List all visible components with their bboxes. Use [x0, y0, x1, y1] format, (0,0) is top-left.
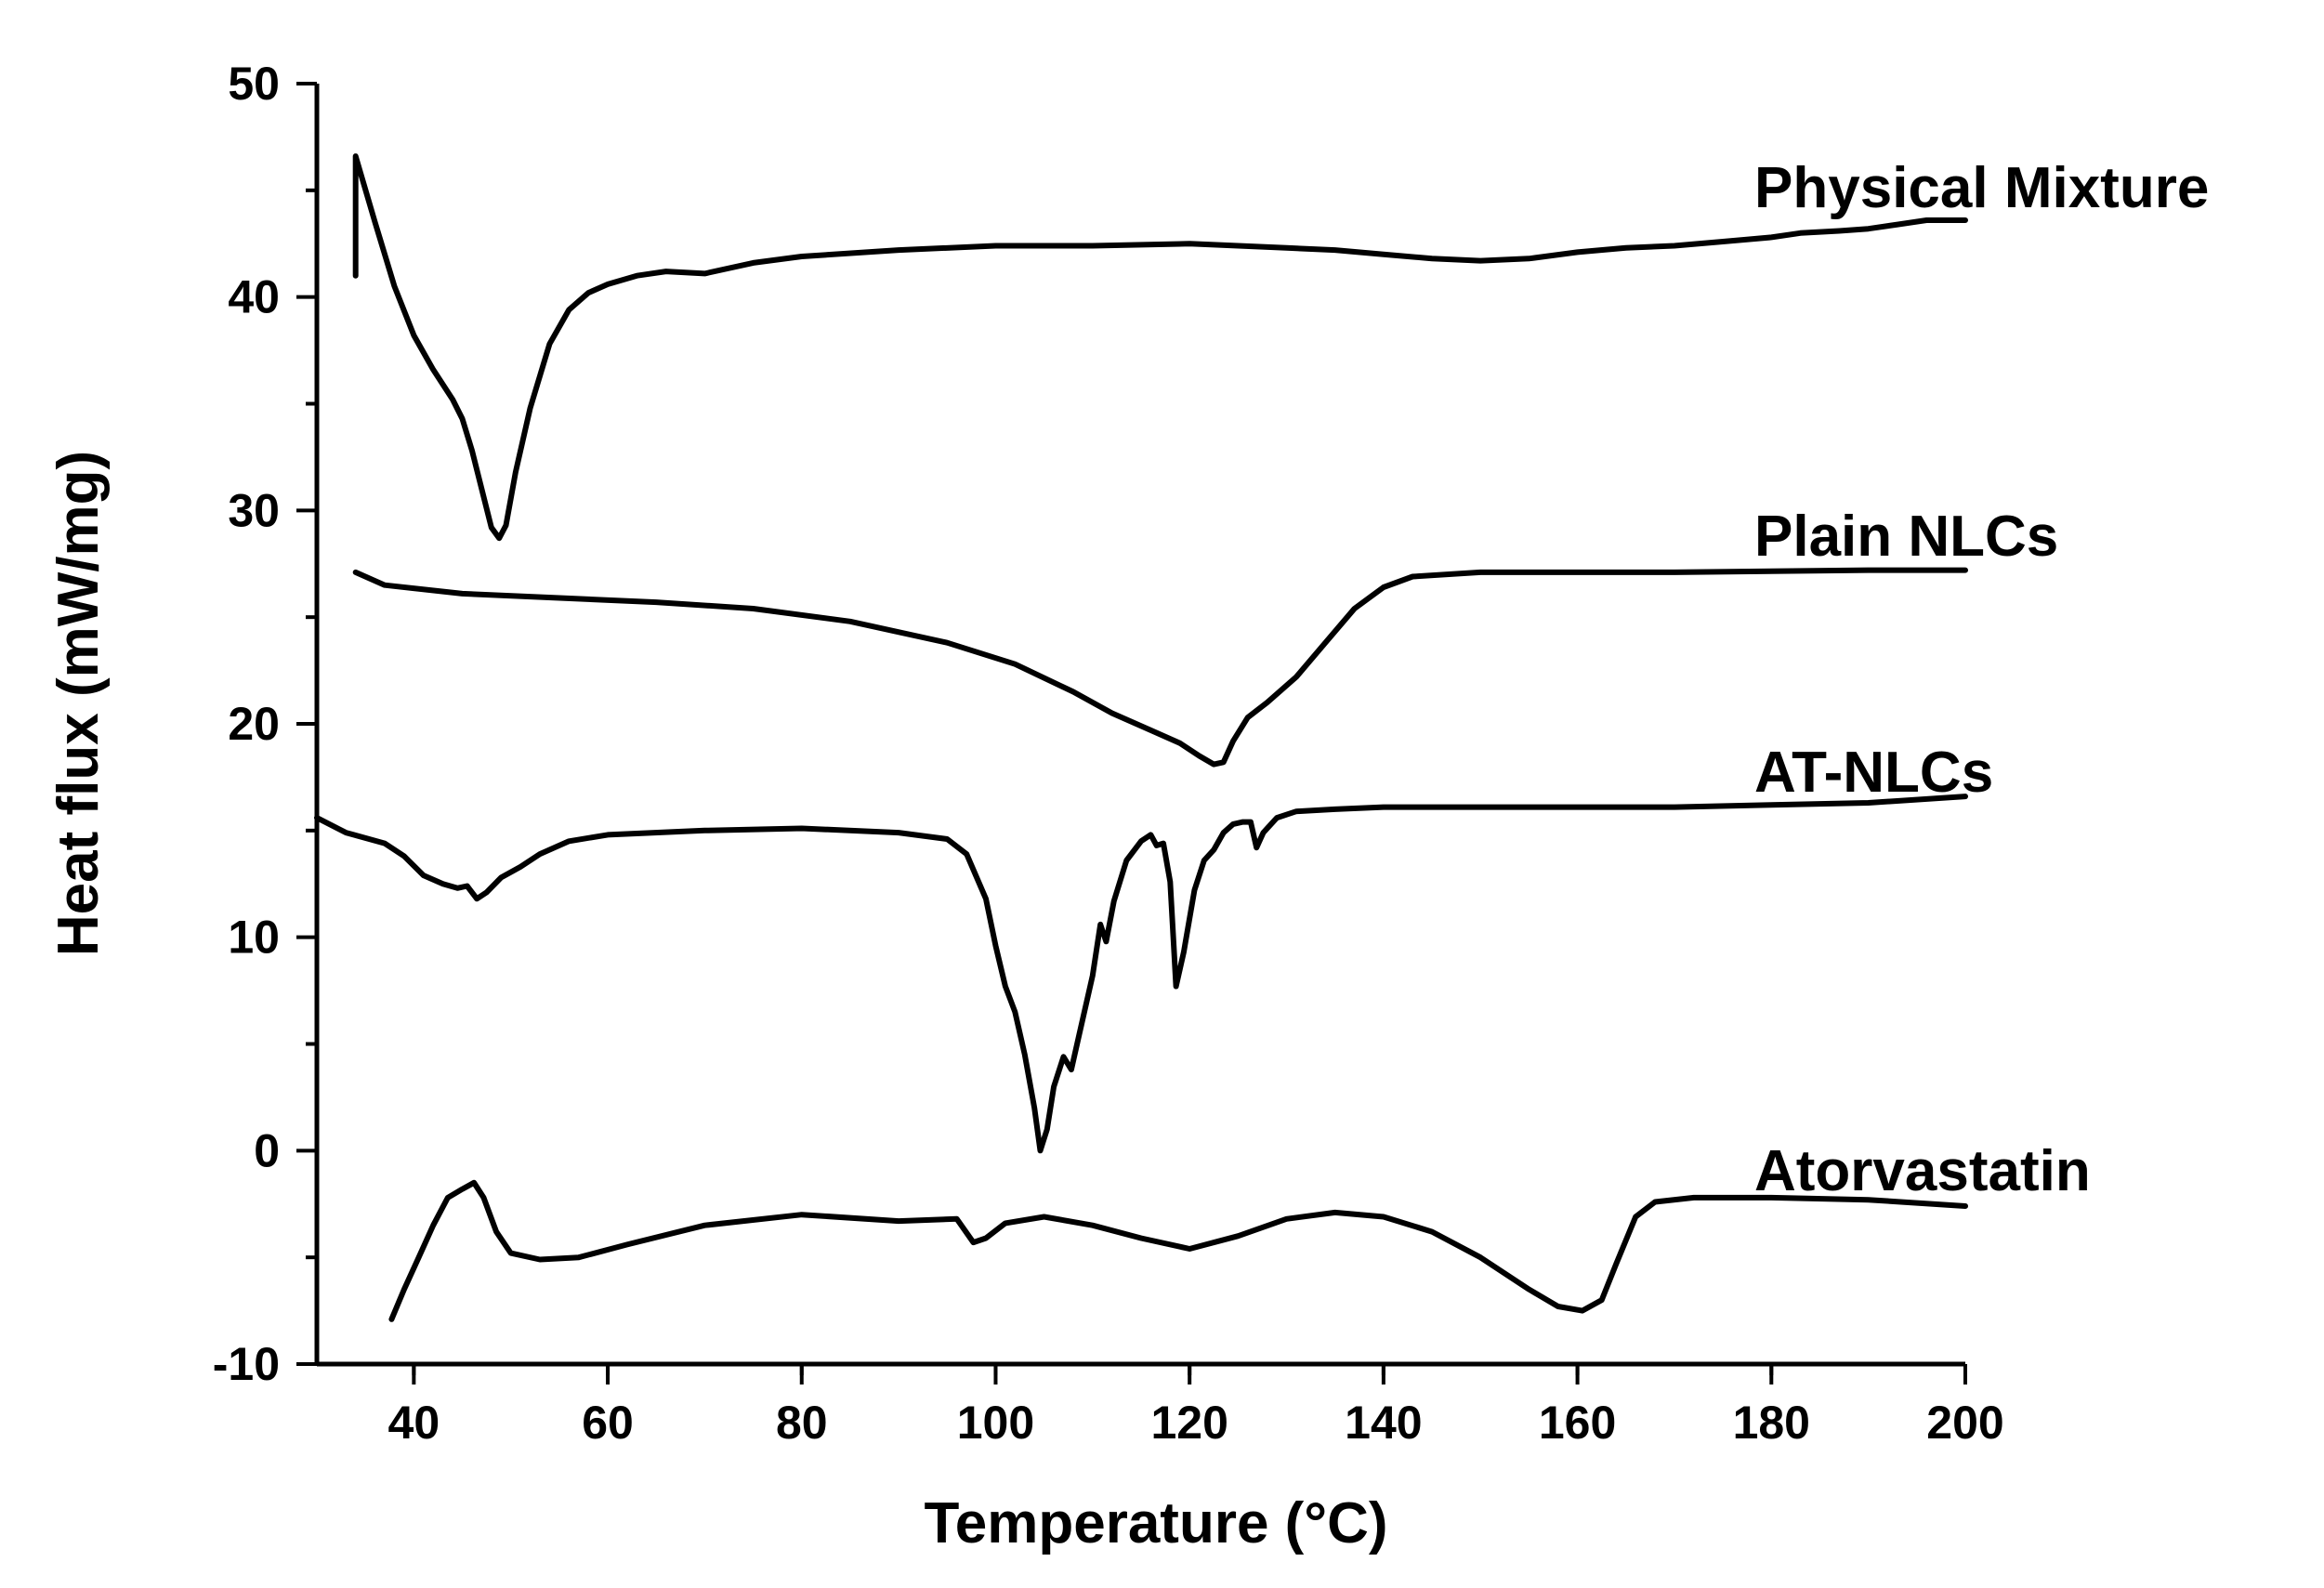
x-tick-label: 180 [1733, 1397, 1810, 1449]
x-tick-label: 40 [388, 1397, 440, 1449]
x-tick-label: 60 [582, 1397, 634, 1449]
x-tick-label: 160 [1539, 1397, 1616, 1449]
x-tick-label: 80 [776, 1397, 828, 1449]
y-tick-label: 40 [228, 271, 280, 323]
x-tick-label: 140 [1345, 1397, 1422, 1449]
y-tick-label: 20 [228, 698, 280, 750]
y-tick-label: 10 [228, 912, 280, 964]
series-label-physical-mixture: Physical Mixture [1754, 156, 2209, 220]
series-label-at-nlcs: AT-NLCs [1754, 741, 1993, 805]
series-line-plain-nlcs [352, 567, 1968, 768]
x-tick-label: 120 [1150, 1397, 1228, 1449]
x-axis-title: Temperature (°C) [924, 1491, 1387, 1555]
y-axis-title: Heat flux (mW/mg) [46, 451, 111, 956]
series-line-at-nlcs [314, 794, 1968, 1154]
series-line-atorvastatin [388, 1179, 1968, 1322]
y-tick-label: 50 [228, 58, 280, 110]
series-line-physical-mixture [352, 153, 1968, 542]
y-tick-label: 30 [228, 484, 280, 536]
x-tick-label: 200 [1926, 1397, 2003, 1449]
y-tick-label: -10 [213, 1338, 280, 1390]
y-tick-label: 0 [254, 1124, 280, 1176]
series-group: Physical Mixture Plain NLCs AT-NLCs Atorvas… [314, 153, 2209, 1322]
series-label-plain-nlcs: Plain NLCs [1754, 505, 2058, 569]
series-label-atorvastatin: Atorvastatin [1754, 1139, 2091, 1203]
axes-group: -10 0 10 20 30 40 50 40 60 80 100 120 140 160 180 200 [213, 58, 2004, 1449]
x-tick-label: 100 [957, 1397, 1034, 1449]
